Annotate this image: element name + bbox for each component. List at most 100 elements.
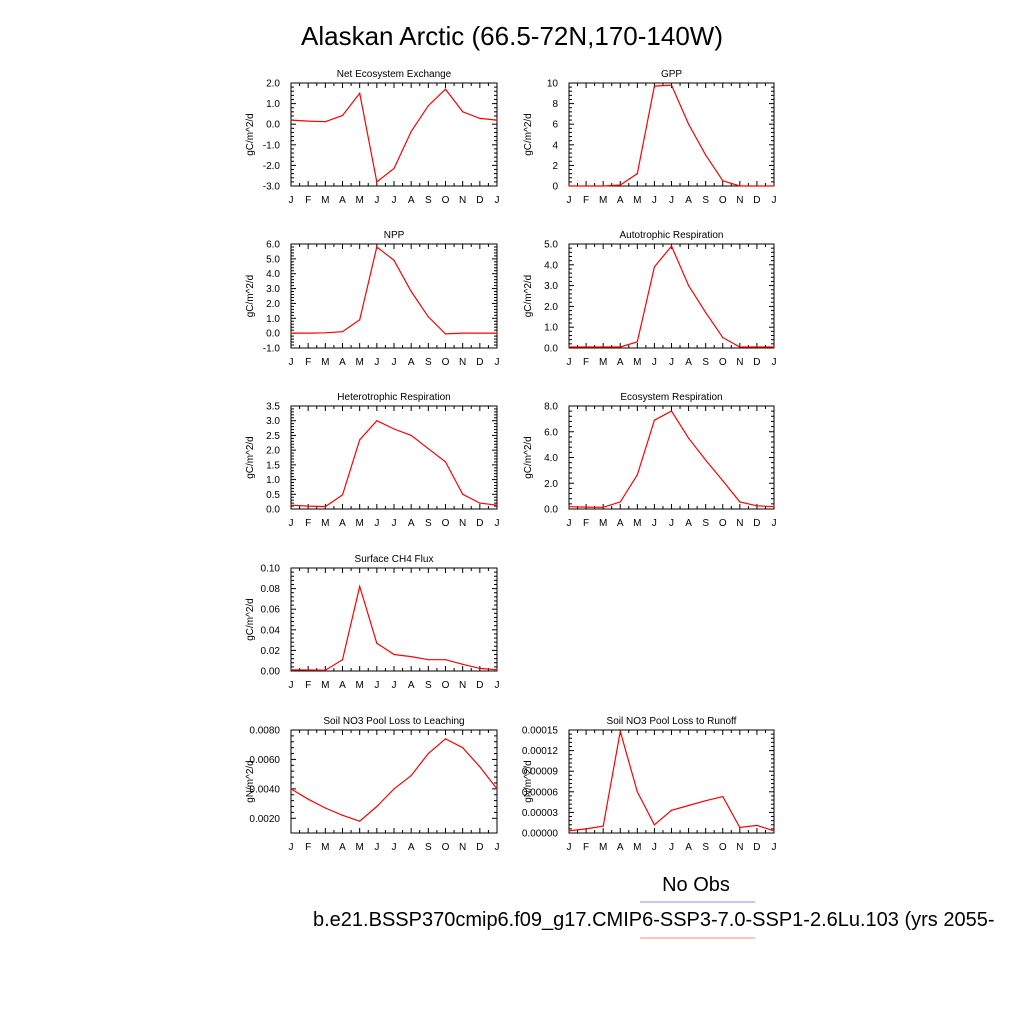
y-tick-label: 0.02: [261, 646, 281, 657]
data-point: [307, 669, 309, 671]
data-point: [290, 332, 292, 334]
data-point: [324, 332, 326, 334]
x-tick-label: A: [339, 680, 346, 691]
y-tick-label: 0.00006: [522, 787, 559, 798]
data-point: [290, 504, 292, 506]
data-point: [585, 828, 587, 830]
x-tick-label: J: [567, 195, 572, 206]
data-point: [619, 501, 621, 503]
y-tick-label: 0.0080: [249, 726, 280, 737]
x-tick-label: M: [321, 680, 329, 691]
x-tick-label: D: [753, 357, 760, 368]
data-point: [585, 506, 587, 508]
data-point: [585, 185, 587, 187]
x-tick-label: M: [321, 518, 329, 529]
x-tick-label: N: [459, 842, 466, 853]
data-point: [773, 346, 775, 348]
data-point: [462, 493, 464, 495]
data-point: [410, 290, 412, 293]
y-tick-label: 4.0: [266, 269, 280, 280]
data-point: [653, 824, 656, 826]
y-tick-label: 0.0: [544, 505, 558, 516]
y-tick-label: -2.0: [263, 161, 281, 172]
x-tick-label: D: [476, 518, 483, 529]
x-tick-label: D: [753, 518, 760, 529]
y-tick-label: 0.06: [261, 605, 281, 616]
y-tick-label: 1.5: [266, 460, 280, 471]
data-point: [756, 346, 758, 348]
x-tick-label: O: [442, 195, 450, 206]
data-point: [773, 506, 775, 508]
data-point: [619, 346, 621, 348]
data-point: [739, 346, 741, 348]
series-line: [290, 419, 498, 508]
y-tick-label: 1.0: [266, 99, 280, 110]
x-tick-label: F: [305, 357, 311, 368]
y-tick-label: 0.00: [261, 667, 281, 678]
data-point: [393, 259, 395, 261]
x-tick-label: D: [753, 842, 760, 853]
y-tick-label: 2.0: [266, 79, 280, 90]
x-tick-label: F: [305, 195, 311, 206]
x-tick-label: A: [408, 518, 415, 529]
data-point: [739, 501, 741, 503]
data-point: [773, 185, 775, 187]
x-tick-label: S: [425, 842, 432, 853]
x-tick-label: O: [719, 357, 727, 368]
x-tick-label: F: [305, 518, 311, 529]
series-line: [568, 410, 775, 508]
y-tick-label: 2.0: [266, 299, 280, 310]
y-tick-label: -3.0: [263, 182, 281, 193]
y-tick-label: 0.0060: [249, 755, 280, 766]
data-point: [636, 474, 638, 476]
data-point: [376, 805, 378, 808]
y-tick-label: 5.0: [266, 254, 280, 265]
x-tick-label: J: [495, 680, 500, 691]
data-point: [705, 154, 707, 156]
panel-title: Autotrophic Respiration: [620, 230, 724, 241]
data-point: [670, 84, 673, 86]
data-point: [568, 506, 570, 508]
data-point: [324, 506, 326, 508]
data-point: [359, 92, 361, 94]
legend: No Obs b.e21.BSSP370cmip6.f09_g17.CMIP6-…: [313, 874, 995, 939]
x-tick-label: A: [617, 195, 624, 206]
y-tick-label: 8.0: [544, 402, 558, 413]
x-tick-label: J: [289, 680, 294, 691]
x-tick-label: A: [408, 680, 415, 691]
data-point: [462, 332, 464, 334]
x-tick-label: D: [476, 195, 483, 206]
x-tick-label: J: [392, 680, 397, 691]
x-tick-label: M: [355, 680, 363, 691]
data-point: [568, 830, 570, 832]
data-point: [307, 120, 309, 122]
x-tick-label: A: [685, 195, 692, 206]
x-tick-label: J: [567, 357, 572, 368]
plot-frame: [290, 729, 498, 834]
x-tick-label: N: [736, 357, 743, 368]
data-point: [722, 337, 724, 339]
x-tick-label: J: [392, 357, 397, 368]
data-point: [410, 775, 412, 777]
x-tick-label: A: [617, 842, 624, 853]
x-tick-label: J: [669, 518, 674, 529]
plot-frame: [568, 729, 775, 834]
data-point: [290, 669, 292, 671]
data-point: [410, 434, 412, 437]
y-tick-label: 2.5: [266, 431, 280, 442]
data-point: [773, 830, 775, 832]
data-point: [462, 663, 464, 665]
x-tick-label: M: [355, 195, 363, 206]
x-tick-label: J: [652, 518, 657, 529]
data-point: [462, 747, 464, 749]
data-point: [307, 798, 309, 800]
data-point: [756, 824, 758, 827]
x-tick-label: A: [685, 518, 692, 529]
y-tick-label: 1.0: [266, 314, 280, 325]
y-tick-label: 1.0: [544, 323, 558, 334]
y-tick-label: 8: [552, 99, 558, 110]
y-axis-label: gC/m^2/d: [523, 113, 534, 156]
x-tick-label: M: [355, 842, 363, 853]
y-tick-label: 2.0: [266, 446, 280, 457]
